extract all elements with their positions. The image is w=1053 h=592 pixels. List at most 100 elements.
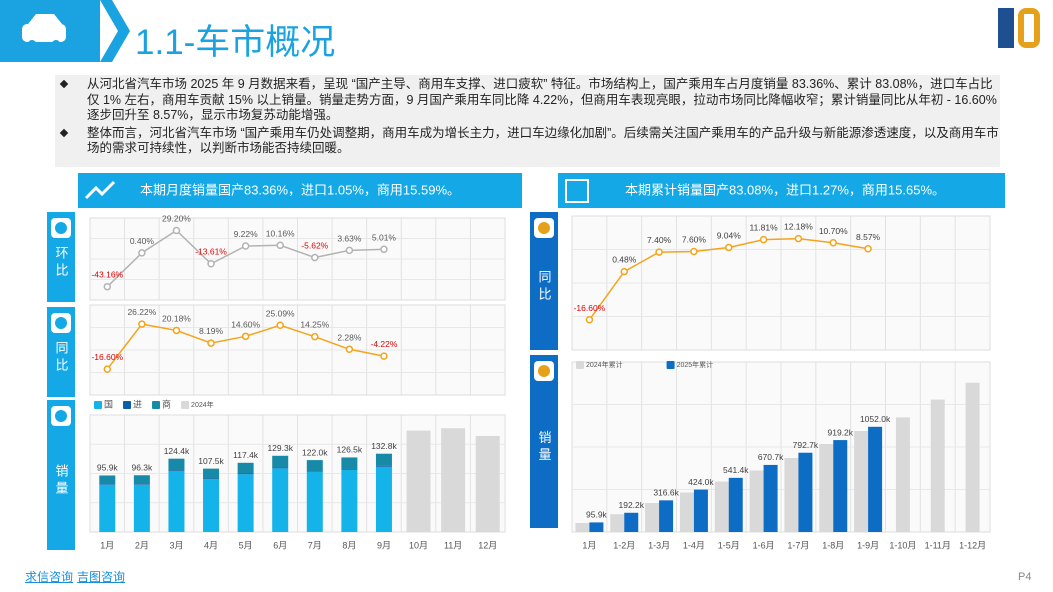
tab-icon-dot xyxy=(538,365,550,377)
bar xyxy=(645,503,660,532)
total-label: 96.3k xyxy=(131,462,153,472)
x-tick-label: 4月 xyxy=(204,540,218,550)
legend-swatch xyxy=(666,361,675,369)
value-label: 424.0k xyxy=(688,477,714,487)
bar-segment xyxy=(203,468,220,479)
value-label: 8.19% xyxy=(199,326,224,336)
wheel xyxy=(52,40,60,48)
total-label: 126.5k xyxy=(337,445,363,455)
point xyxy=(759,235,768,244)
point xyxy=(725,243,733,252)
x-tick-label: 1月 xyxy=(582,540,596,550)
x-tick-label: 6月 xyxy=(273,540,287,550)
x-tick-label: 3月 xyxy=(169,540,183,550)
bar xyxy=(659,500,674,532)
x-tick-label: 1-4月 xyxy=(683,540,705,550)
banner-text: 本期月度销量国产83.36%，进口1.05%，商用15.59%。 xyxy=(140,182,460,197)
value-label: 9.04% xyxy=(717,230,742,240)
bar xyxy=(833,440,848,532)
total-label: 122.0k xyxy=(302,447,328,457)
legend-swatch xyxy=(94,401,102,409)
tab-label: 环比 xyxy=(54,246,69,280)
bar-segment xyxy=(237,474,254,532)
x-tick-label: 5月 xyxy=(239,540,253,550)
point xyxy=(276,321,284,330)
bar-segment xyxy=(203,479,220,532)
x-tick-label: 8月 xyxy=(342,540,356,550)
value-label: 26.22% xyxy=(127,307,156,317)
value-label: 8.57% xyxy=(856,232,881,242)
legend-swatch xyxy=(123,401,132,409)
value-label: 192.2k xyxy=(618,500,644,510)
legend-label: 2024年累计 xyxy=(586,360,623,369)
bar xyxy=(819,444,834,532)
bar xyxy=(798,452,813,532)
bar-segment xyxy=(272,468,289,532)
point xyxy=(345,246,354,255)
bar xyxy=(714,481,729,532)
legend-swatch xyxy=(152,401,161,409)
value-label: 3.63% xyxy=(337,233,362,243)
banner xyxy=(78,173,522,208)
banner-text: 本期累计销量国产83.08%，进口1.27%，商用15.65%。 xyxy=(625,182,945,197)
bar-segment xyxy=(99,484,116,485)
bar-segment xyxy=(406,430,431,532)
bar-segment xyxy=(341,468,358,470)
bar-segment xyxy=(133,475,150,485)
bar-segment xyxy=(475,435,500,532)
footer-link[interactable]: 求信咨询 xyxy=(25,570,74,584)
point xyxy=(103,365,112,373)
legend-label: 进 xyxy=(133,399,142,409)
car-roof xyxy=(28,14,62,24)
bullet-text: 整体而言，河北省汽车市场 “国产乘用车仍处调整期，商用车成为增长主力，进口车边缘… xyxy=(87,125,999,156)
x-tick-label: 2月 xyxy=(135,540,149,550)
bar-segment xyxy=(441,428,466,532)
bar xyxy=(575,523,590,532)
value-label: 0.40% xyxy=(130,236,155,246)
legend-label: 国 xyxy=(104,399,113,409)
value-label: -5.62% xyxy=(301,241,328,251)
bullet-text: 从河北省汽车市场 2025 年 9 月数据来看，呈现 “国产主导、商用车支撑、进… xyxy=(87,77,997,122)
value-label: -13.61% xyxy=(195,247,227,257)
footer-link[interactable]: 吉图咨询 xyxy=(77,570,126,584)
value-label: 25.09% xyxy=(266,308,295,318)
bar-segment xyxy=(375,466,392,532)
bullets: 从河北省汽车市场 2025 年 9 月数据来看，呈现 “国产主导、商用车支撑、进… xyxy=(55,75,1000,167)
value-label: 9.22% xyxy=(234,229,259,239)
legend-label: 商 xyxy=(162,398,171,409)
tab-icon-dot xyxy=(55,222,67,234)
x-tick-label: 9月 xyxy=(377,540,391,550)
value-label: 541.4k xyxy=(723,465,749,475)
value-label: 14.25% xyxy=(300,320,329,330)
point xyxy=(207,259,215,268)
point xyxy=(103,282,112,291)
bar xyxy=(868,426,883,532)
point xyxy=(380,245,388,254)
logo xyxy=(1024,14,1034,42)
x-tick-label: 1-10月 xyxy=(889,540,916,550)
point xyxy=(585,316,594,324)
value-label: 14.60% xyxy=(231,319,260,329)
value-label: 29.20% xyxy=(162,214,191,224)
bar xyxy=(784,458,799,532)
banner-icon xyxy=(84,180,116,200)
bar-segment xyxy=(272,467,289,469)
total-label: 117.4k xyxy=(233,450,259,460)
value-label: -43.16% xyxy=(91,270,123,280)
point xyxy=(829,239,837,247)
point xyxy=(172,226,181,235)
value-label: -16.60% xyxy=(91,352,123,362)
value-label: 1052.0k xyxy=(860,414,891,424)
value-label: -16.60% xyxy=(574,303,606,313)
tab-label: 销量 xyxy=(54,464,69,498)
point xyxy=(864,245,872,253)
x-tick-label: 1-7月 xyxy=(787,540,809,550)
bar xyxy=(693,489,708,532)
bar xyxy=(749,470,764,532)
bar xyxy=(728,477,743,532)
total-label: 132.8k xyxy=(371,441,397,451)
total-label: 95.9k xyxy=(97,463,119,473)
legend-label: 2024年 xyxy=(191,400,214,409)
